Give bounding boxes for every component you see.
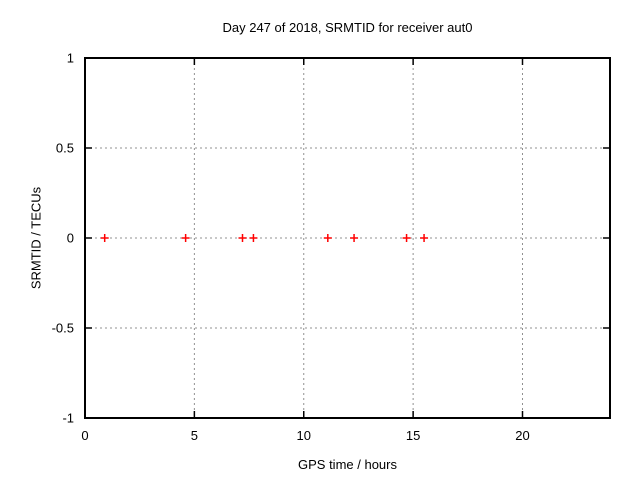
y-tick-label: 0.5 [56, 141, 74, 156]
chart-title: Day 247 of 2018, SRMTID for receiver aut… [222, 20, 473, 35]
x-tick-label: 5 [191, 428, 198, 443]
y-tick-label: -0.5 [52, 321, 74, 336]
data-point-marker [420, 234, 429, 242]
data-point-marker [402, 234, 411, 242]
y-tick-label: 0 [67, 231, 74, 246]
y-tick-label: -1 [62, 411, 74, 426]
x-tick-label: 20 [515, 428, 529, 443]
x-tick-label: 10 [297, 428, 311, 443]
y-tick-label: 1 [67, 51, 74, 66]
x-tick-label: 15 [406, 428, 420, 443]
data-point-marker [238, 234, 247, 242]
data-point-marker [350, 234, 359, 242]
x-tick-label: 0 [81, 428, 88, 443]
data-point-marker [249, 234, 258, 242]
data-point-marker [100, 234, 109, 242]
data-point-marker [323, 234, 332, 242]
x-axis-label: GPS time / hours [298, 457, 397, 472]
data-point-marker [181, 234, 190, 242]
